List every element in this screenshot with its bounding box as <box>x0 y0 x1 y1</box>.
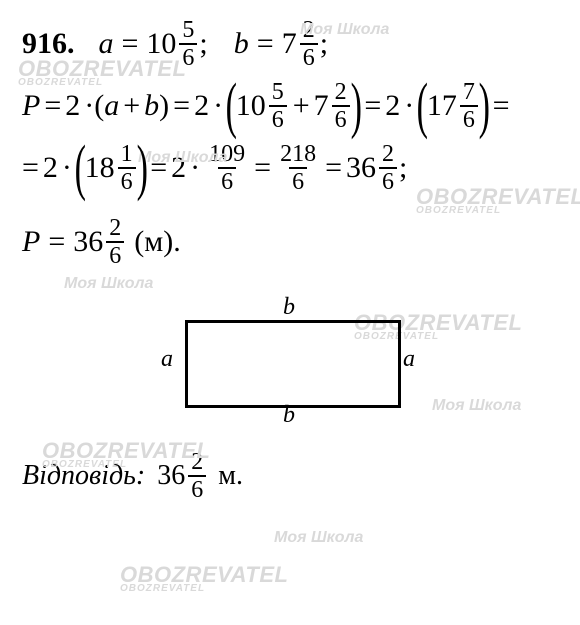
answer-line: Відповідь: 36 26 м. <box>22 450 558 502</box>
paren-group: 1776 <box>418 80 488 132</box>
watermark-moya: Моя Школа <box>274 530 363 546</box>
label-a-left: a <box>161 346 173 373</box>
answer-label: Відповідь: <box>22 460 145 492</box>
mixed-b: 7 26 <box>282 18 320 70</box>
label-a-right: a <box>403 346 415 373</box>
fraction: 2186 <box>277 142 319 194</box>
line-result: P = 3626 (м). <box>22 216 558 268</box>
answer-value: 36 26 <box>157 450 208 502</box>
paren-group: 1816 <box>76 142 146 194</box>
answer-unit: м. <box>218 460 243 492</box>
label-b-bottom: b <box>283 402 295 429</box>
line-formula-2: = 2· 1816 = 2· 1096 = 2186 = 3626 ; <box>22 142 558 194</box>
line-given: 916. a = 10 56 ; b = 7 26 ; <box>22 18 558 70</box>
fraction: 1096 <box>206 142 248 194</box>
var-b: b <box>234 27 249 61</box>
page: Моя Школа OBOZREVATELOBOZREVATEL Моя Шко… <box>0 0 580 512</box>
var-a: a <box>99 27 114 61</box>
mixed-a: 10 56 <box>146 18 199 70</box>
watermark-brand: OBOZREVATELOBOZREVATEL <box>120 564 288 594</box>
watermark-moya: Моя Школа <box>64 276 153 292</box>
problem-number: 916. <box>22 27 75 61</box>
label-b-top: b <box>283 294 295 321</box>
rectangle-shape <box>185 320 401 408</box>
rectangle-diagram: b b a a <box>22 298 558 424</box>
line-formula-1: P = 2· (a+b) = 2· 1056 + 726 = 2· 1776 = <box>22 80 558 132</box>
mixed-result: 3626 <box>346 142 399 194</box>
paren-group: 1056 + 726 <box>227 80 360 132</box>
